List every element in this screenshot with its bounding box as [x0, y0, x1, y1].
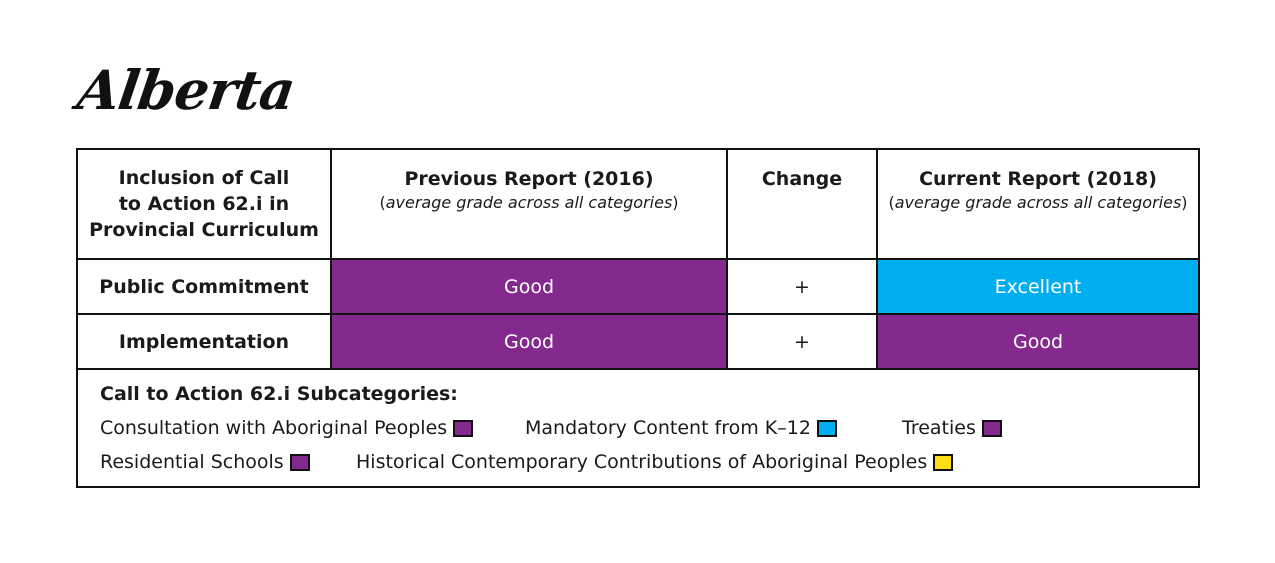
grade-table: Inclusion of Call to Action 62.i in Prov…	[78, 150, 1198, 370]
header-previous: Previous Report (2016) (average grade ac…	[330, 150, 728, 260]
header-inclusion: Inclusion of Call to Action 62.i in Prov…	[78, 150, 332, 260]
header-change: Change	[726, 150, 878, 260]
header-current: Current Report (2018) (average grade acr…	[876, 150, 1198, 260]
legend-item-label: Consultation with Aboriginal Peoples	[100, 417, 448, 439]
header-current-subtitle: average grade across all categories	[894, 193, 1182, 212]
header-previous-subtitle: average grade across all categories	[385, 193, 673, 212]
legend-swatch	[289, 453, 310, 471]
table-row: Implementation Good + Good	[78, 313, 1198, 370]
report-card: Inclusion of Call to Action 62.i in Prov…	[76, 148, 1200, 488]
legend-title: Call to Action 62.i Subcategories:	[100, 383, 458, 405]
change-cell: +	[726, 258, 878, 315]
legend-item-label: Treaties	[902, 417, 976, 439]
legend-item-label: Residential Schools	[100, 451, 284, 473]
row-label: Public Commitment	[78, 258, 332, 315]
table-row: Public Commitment Good + Excellent	[78, 258, 1198, 315]
current-grade-cell: Good	[876, 313, 1198, 370]
header-inclusion-line1: Inclusion of Call	[118, 167, 290, 189]
legend-item-label: Mandatory Content from K–12	[525, 417, 811, 439]
header-current-title: Current Report (2018)	[919, 168, 1157, 190]
change-cell: +	[726, 313, 878, 370]
row-label: Implementation	[78, 313, 332, 370]
legend-swatch	[453, 419, 474, 437]
previous-grade-cell: Good	[330, 313, 728, 370]
legend-swatch	[816, 419, 837, 437]
page-title: Alberta	[73, 58, 299, 122]
legend-item: Treaties	[902, 417, 1002, 439]
current-grade-cell: Excellent	[876, 258, 1198, 315]
header-row: Inclusion of Call to Action 62.i in Prov…	[78, 150, 1198, 260]
legend-item: Mandatory Content from K–12	[525, 417, 837, 439]
legend-item: Historical Contemporary Contributions of…	[356, 451, 954, 473]
header-inclusion-line2: to Action 62.i in	[118, 193, 290, 215]
legend-swatch	[933, 453, 954, 471]
header-inclusion-line3: Provincial Curriculum	[89, 219, 319, 241]
header-change-title: Change	[761, 168, 843, 190]
previous-grade-cell: Good	[330, 258, 728, 315]
legend-item: Consultation with Aboriginal Peoples	[100, 417, 474, 439]
legend-swatch	[981, 419, 1002, 437]
legend-item: Residential Schools	[100, 451, 310, 473]
legend-item-label: Historical Contemporary Contributions of…	[356, 451, 928, 473]
header-previous-title: Previous Report (2016)	[404, 168, 654, 190]
